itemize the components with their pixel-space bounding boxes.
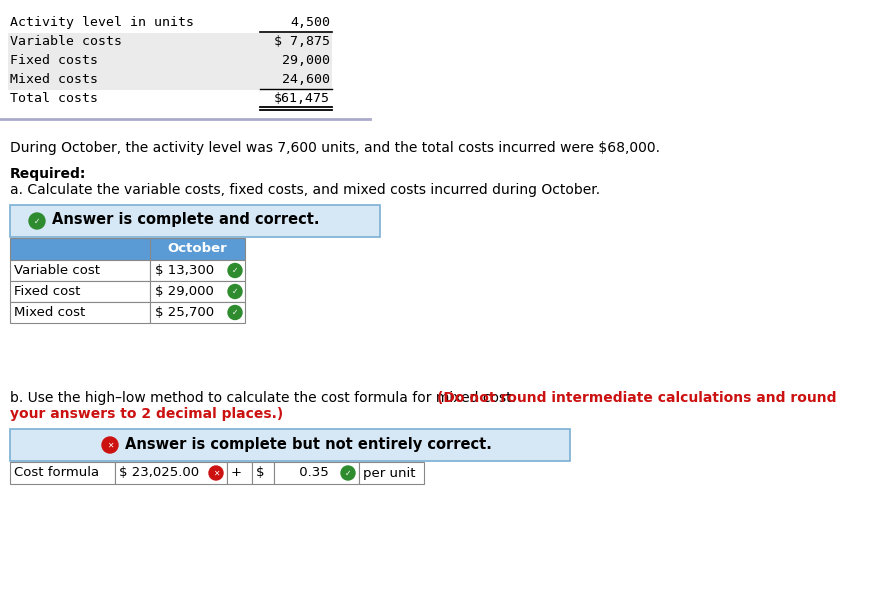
Bar [8,33,332,52]
Text: 24,600: 24,600 [282,73,330,86]
Circle shape [228,284,242,299]
Circle shape [341,466,355,480]
Text: $ 25,700: $ 25,700 [155,306,214,319]
Text: per unit: per unit [363,466,416,479]
Bar [150,281,245,302]
Text: ✓: ✓ [345,468,351,478]
Text: b. Use the high–low method to calculate the cost formula for mixed cost.: b. Use the high–low method to calculate … [10,391,520,405]
Bar [274,462,359,484]
Bar [10,281,150,302]
Text: ✕: ✕ [107,441,113,449]
Bar [150,302,245,323]
Text: Total costs: Total costs [10,92,98,105]
Bar [115,462,227,484]
Text: ✓: ✓ [232,287,239,296]
Text: Variable cost: Variable cost [14,264,100,277]
Text: Fixed cost: Fixed cost [14,285,81,298]
Text: 4,500: 4,500 [290,16,330,29]
Text: 29,000: 29,000 [282,54,330,67]
Text: Variable costs: Variable costs [10,35,122,48]
Bar [150,260,245,281]
Text: Answer is complete but not entirely correct.: Answer is complete but not entirely corr… [125,438,492,452]
Text: $61,475: $61,475 [274,92,330,105]
Bar [359,462,424,484]
Circle shape [228,264,242,278]
Text: Mixed cost: Mixed cost [14,306,85,319]
Bar [10,302,150,323]
Text: ✓: ✓ [232,308,239,317]
Circle shape [29,213,45,229]
Text: $ 7,875: $ 7,875 [274,35,330,48]
Bar [252,462,274,484]
Circle shape [228,305,242,319]
Bar [10,260,150,281]
Text: $: $ [256,466,265,479]
Text: your answers to 2 decimal places.): your answers to 2 decimal places.) [10,407,283,421]
Text: Fixed costs: Fixed costs [10,54,98,67]
Text: ✕: ✕ [213,468,219,478]
Bar [10,462,115,484]
Bar [10,238,150,260]
Text: Answer is complete and correct.: Answer is complete and correct. [52,212,319,227]
Bar [10,205,380,237]
Bar [8,52,332,71]
Bar [10,429,570,461]
Bar [227,462,252,484]
Text: $ 23,025.00: $ 23,025.00 [119,466,199,479]
Bar [150,238,245,260]
Text: a. Calculate the variable costs, fixed costs, and mixed costs incurred during Oc: a. Calculate the variable costs, fixed c… [10,183,600,197]
Text: Cost formula: Cost formula [14,466,99,479]
Text: ✓: ✓ [232,266,239,275]
Text: 0.35: 0.35 [278,466,329,479]
Text: Activity level in units: Activity level in units [10,16,194,29]
Text: +: + [231,466,242,479]
Circle shape [102,437,118,453]
Text: (Do not round intermediate calculations and round: (Do not round intermediate calculations … [437,391,837,405]
Text: Required:: Required: [10,167,86,181]
Text: Mixed costs: Mixed costs [10,73,98,86]
Text: ✓: ✓ [34,216,40,226]
Text: $ 29,000: $ 29,000 [155,285,214,298]
Text: During October, the activity level was 7,600 units, and the total costs incurred: During October, the activity level was 7… [10,141,660,155]
Text: $ 13,300: $ 13,300 [155,264,214,277]
Bar [8,71,332,90]
Circle shape [209,466,223,480]
Text: October: October [168,243,227,256]
